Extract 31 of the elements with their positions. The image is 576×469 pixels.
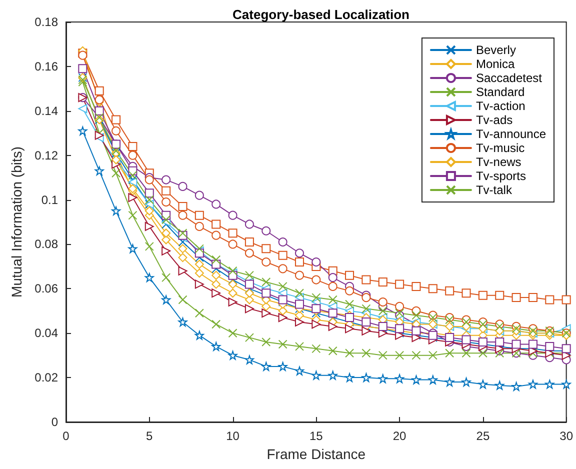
legend-label: Tv-action [476, 99, 526, 113]
y-tick-label: 0.16 [34, 59, 58, 74]
y-tick-label: 0.08 [34, 237, 58, 252]
y-axis-title: Mutual Information (bits) [8, 146, 25, 298]
x-tick-label: 30 [560, 429, 574, 443]
x-tick-label: 5 [146, 429, 154, 443]
x-tick-label: 15 [309, 429, 324, 443]
x-tick-label: 0 [62, 429, 70, 443]
chart-title: Category-based Localization [232, 7, 410, 22]
y-tick-label: 0.1 [41, 192, 58, 207]
legend-label: Tv-announce [476, 127, 546, 141]
legend-label: Tv-ads [476, 113, 513, 127]
y-tick-label: 0.18 [34, 15, 58, 29]
y-tick-label: 0.02 [34, 370, 58, 385]
x-tick-label: 10 [226, 429, 240, 443]
x-tick-label: 20 [392, 429, 407, 443]
legend-label: Tv-talk [476, 183, 513, 197]
y-tick-label: 0.06 [34, 282, 58, 296]
legend-label: Monica [476, 57, 515, 71]
legend-label: Tv-sports [476, 169, 526, 183]
legend-label: Beverly [476, 43, 516, 57]
x-tick-label: 25 [476, 429, 490, 443]
x-axis-title: Frame Distance [266, 446, 366, 462]
legend-label: Saccadetest [476, 71, 543, 85]
legend-label: Tv-news [476, 155, 522, 169]
y-tick-label: 0.04 [34, 326, 58, 340]
y-tick-label: 0.14 [34, 104, 58, 118]
legend-label: Tv-music [476, 141, 525, 155]
legend-label: Standard [476, 85, 525, 99]
y-tick-label: 0.12 [34, 148, 58, 162]
y-tick-label: 0 [51, 415, 58, 429]
